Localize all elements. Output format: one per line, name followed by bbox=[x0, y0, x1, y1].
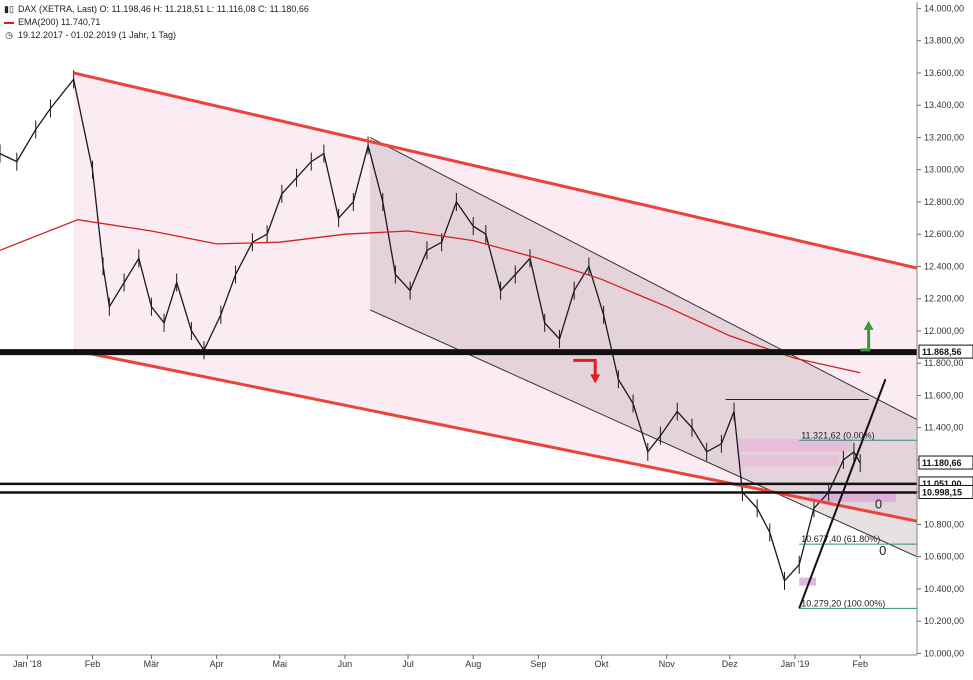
legend-ema-row: EMA(200) 11.740,71 bbox=[4, 16, 309, 29]
y-tick-label: 12.400,00 bbox=[924, 261, 964, 271]
inner-channel-upper-line bbox=[369, 136, 918, 421]
x-tick-label: Jul bbox=[402, 659, 414, 669]
main-channel-fill bbox=[73, 72, 918, 522]
x-tick-label: Sep bbox=[530, 659, 546, 669]
red-arrow-head-icon bbox=[590, 374, 601, 384]
x-tick-label: Jan '19 bbox=[781, 659, 810, 669]
y-tick-label: 11.800,00 bbox=[924, 358, 963, 368]
legend-range-text: 19.12.2017 - 01.02.2019 (1 Jahr, 1 Tag) bbox=[18, 30, 176, 40]
ema-swatch bbox=[4, 21, 14, 24]
y-tick-label: 10.800,00 bbox=[924, 519, 964, 529]
x-tick-label: Jun bbox=[338, 659, 353, 669]
y-tick-label: 12.200,00 bbox=[924, 294, 964, 304]
fib-label: 10.279,20 (100.00%) bbox=[801, 598, 885, 608]
price-tag-label: 10.998,15 bbox=[922, 487, 962, 497]
x-tick-label: Dez bbox=[722, 659, 739, 669]
ema-series-line bbox=[0, 219, 861, 374]
wave-marker: 0 bbox=[879, 543, 886, 558]
wave-marker: 0 bbox=[875, 496, 882, 511]
y-tick-label: 13.000,00 bbox=[924, 165, 964, 175]
y-tick-label: 11.600,00 bbox=[924, 390, 963, 400]
support-zone bbox=[809, 493, 896, 502]
x-tick-label: Apr bbox=[210, 659, 224, 669]
legend: ▮▯ DAX (XETRA, Last) O: 11.198,46 H: 11.… bbox=[4, 3, 309, 42]
legend-range-row: ◷ 19.12.2017 - 01.02.2019 (1 Jahr, 1 Tag… bbox=[4, 29, 309, 42]
y-tick-label: 12.000,00 bbox=[924, 326, 964, 336]
x-tick-label: Okt bbox=[595, 659, 610, 669]
price-tag-label: 11.051,00 bbox=[922, 479, 962, 489]
y-tick-label: 10.200,00 bbox=[924, 616, 964, 626]
green-up-arrow-icon bbox=[860, 327, 871, 352]
price-tag-box bbox=[918, 484, 973, 499]
candlestick-icon: ▮▯ bbox=[4, 4, 14, 14]
x-tick-label: Mai bbox=[272, 659, 287, 669]
x-tick-label: Aug bbox=[465, 659, 481, 669]
y-tick-label: 12.800,00 bbox=[924, 197, 964, 207]
clock-icon: ◷ bbox=[5, 30, 13, 40]
legend-ema-text: EMA(200) 11.740,71 bbox=[18, 17, 101, 27]
uptrend-line bbox=[798, 378, 887, 609]
x-tick-label: Jan '18 bbox=[13, 659, 42, 669]
y-tick-label: 13.800,00 bbox=[924, 36, 964, 46]
price-tag-box bbox=[918, 344, 973, 359]
resistance-zone-2 bbox=[738, 455, 840, 467]
x-tick-label: Feb bbox=[85, 659, 101, 669]
y-tick-label: 10.600,00 bbox=[924, 552, 964, 562]
price-tag-label: 11.180,66 bbox=[922, 458, 962, 468]
price-tag-label: 11.868,56 bbox=[922, 347, 962, 357]
legend-symbol-row: ▮▯ DAX (XETRA, Last) O: 11.198,46 H: 11.… bbox=[4, 3, 309, 16]
y-tick-label: 14.000,00 bbox=[924, 3, 964, 13]
x-tick-label: Nov bbox=[659, 659, 676, 669]
x-tick-label: Feb bbox=[852, 659, 868, 669]
x-tick-label: Mär bbox=[144, 659, 160, 669]
y-tick-label: 10.400,00 bbox=[924, 584, 964, 594]
y-tick-label: 13.400,00 bbox=[924, 100, 964, 110]
legend-symbol-text: DAX (XETRA, Last) O: 11.198,46 H: 11.218… bbox=[18, 4, 309, 14]
y-tick-label: 12.600,00 bbox=[924, 229, 964, 239]
y-tick-label: 13.600,00 bbox=[924, 68, 964, 78]
low-zone bbox=[799, 577, 817, 586]
fib-label: 10.677,40 (61.80%) bbox=[801, 534, 880, 544]
fib-label: 11.321,62 (0.00%) bbox=[801, 430, 874, 440]
resistance-zone bbox=[738, 438, 852, 452]
price-tag-box bbox=[918, 455, 973, 470]
y-tick-label: 11.400,00 bbox=[924, 423, 963, 433]
y-tick-label: 13.200,00 bbox=[924, 132, 964, 142]
red-down-arrow-icon bbox=[573, 358, 597, 377]
y-tick-label: 10.000,00 bbox=[924, 648, 964, 658]
channel-upper-line bbox=[73, 71, 918, 270]
green-arrow-head-icon bbox=[863, 320, 874, 330]
